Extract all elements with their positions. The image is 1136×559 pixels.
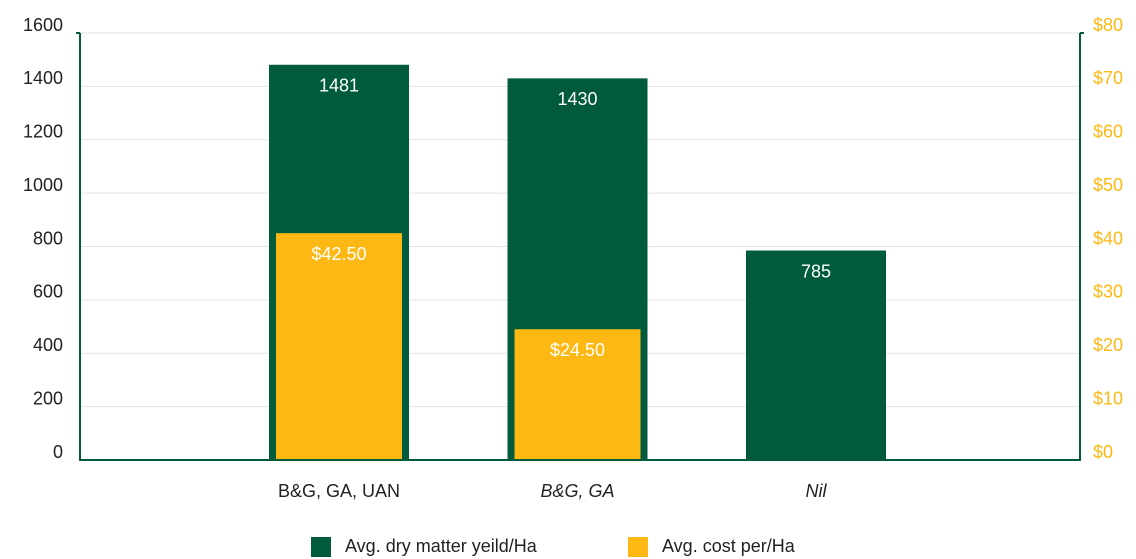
legend-swatch — [628, 537, 648, 557]
data-label: $42.50 — [311, 244, 366, 264]
x-tick-label: B&G, GA, UAN — [278, 481, 400, 501]
bar — [746, 250, 886, 460]
y-tick-label: 400 — [33, 335, 63, 355]
y2-tick-label: $0 — [1093, 442, 1113, 462]
data-label: 785 — [801, 261, 831, 281]
y2-tick-label: $10 — [1093, 388, 1123, 408]
x-tick-label: Nil — [806, 481, 828, 501]
bar — [276, 233, 402, 460]
y-tick-label: 1400 — [23, 68, 63, 88]
y2-tick-label: $70 — [1093, 68, 1123, 88]
y2-tick-label: $40 — [1093, 228, 1123, 248]
y-tick-label: 0 — [53, 442, 63, 462]
x-tick-label: B&G, GA — [540, 481, 614, 501]
y2-tick-label: $30 — [1093, 282, 1123, 302]
y-tick-label: 1200 — [23, 122, 63, 142]
data-label: 1481 — [319, 76, 359, 96]
y2-tick-label: $80 — [1093, 15, 1123, 35]
y-tick-label: 600 — [33, 282, 63, 302]
data-label: $24.50 — [550, 340, 605, 360]
legend-label: Avg. dry matter yeild/Ha — [345, 536, 538, 556]
bar — [514, 329, 641, 460]
y-tick-label: 800 — [33, 228, 63, 248]
y-tick-label: 1000 — [23, 175, 63, 195]
y-tick-label: 200 — [33, 388, 63, 408]
data-label: 1430 — [557, 89, 597, 109]
y-tick-label: 1600 — [23, 15, 63, 35]
legend-swatch — [311, 537, 331, 557]
legend-label: Avg. cost per/Ha — [662, 536, 796, 556]
y2-tick-label: $20 — [1093, 335, 1123, 355]
y2-tick-label: $50 — [1093, 175, 1123, 195]
y2-tick-label: $60 — [1093, 122, 1123, 142]
